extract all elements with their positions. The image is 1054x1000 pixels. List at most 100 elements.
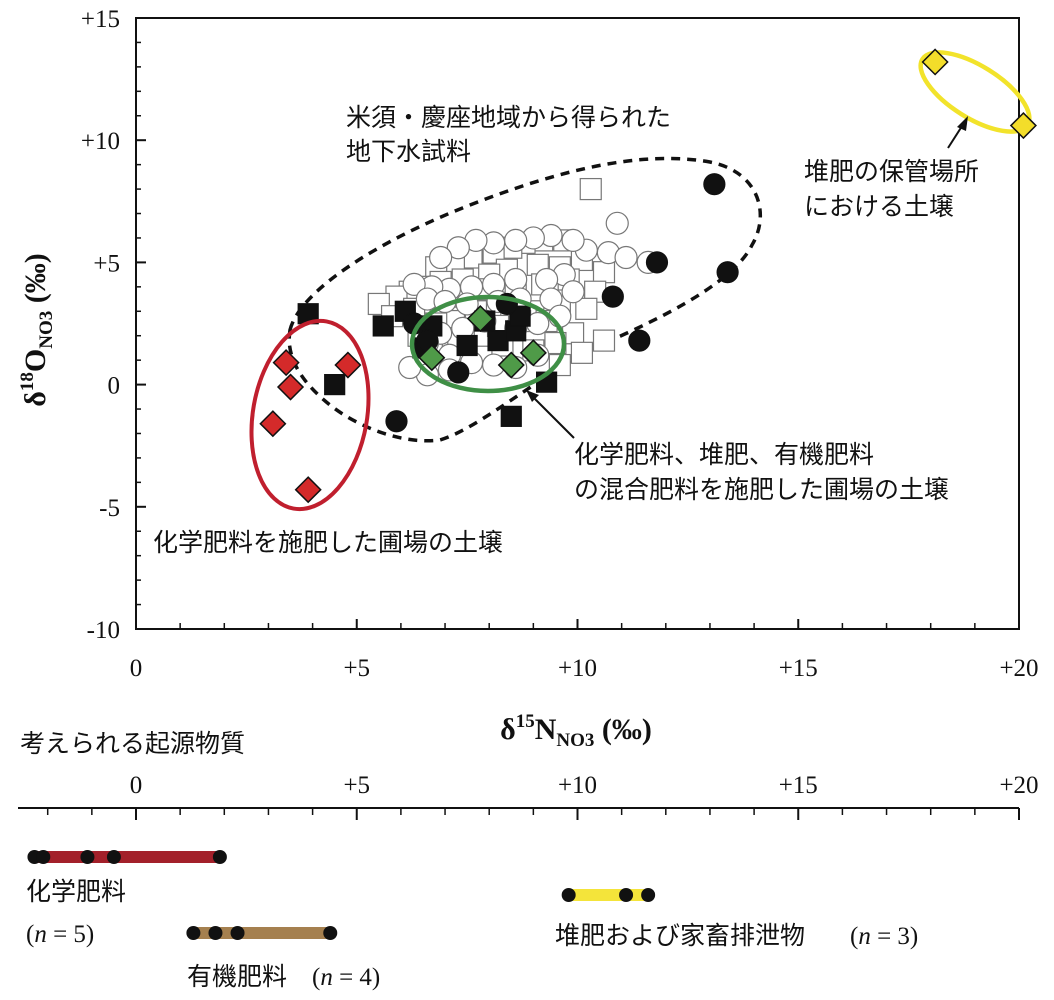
mixed-soil-point — [497, 351, 525, 379]
y-tick-label: +15 — [81, 6, 120, 33]
compost-soil-point — [921, 48, 949, 76]
x-axis-title-base: δ — [500, 713, 516, 746]
y-tick-label: -5 — [99, 495, 120, 522]
sources-tick-label: +15 — [779, 772, 818, 799]
groundwater-filled-circle-point — [716, 261, 739, 284]
groundwater-open-square-point — [579, 177, 602, 201]
source-value-dot — [212, 850, 227, 864]
sources-tick-label: 0 — [130, 772, 143, 799]
groundwater-open-circle-point — [614, 245, 638, 270]
y-tick-label: +10 — [81, 128, 120, 155]
source-value-dot — [186, 926, 201, 940]
y-axis-title-sub: NO3 — [36, 311, 57, 349]
chemical-soil-point — [294, 476, 322, 504]
groundwater-filled-circle-point — [385, 410, 408, 433]
chemical-soil-point — [272, 349, 300, 377]
groundwater-filled-square-point — [456, 334, 478, 357]
y-tick-label: 0 — [108, 373, 121, 400]
source-value-dot — [80, 850, 95, 864]
sources-title: 考えられる起源物質 — [20, 729, 245, 758]
groundwater-open-circle-point — [534, 267, 559, 292]
source-n-organic: (n = 4) — [312, 964, 380, 991]
x-tick-label: +15 — [779, 655, 818, 682]
x-axis-title-unit: (‰) — [594, 713, 651, 746]
groundwater-filled-square-point — [500, 405, 522, 427]
source-value-dot — [230, 926, 245, 940]
y-tick-label: +5 — [93, 250, 120, 277]
mixed-soil-point — [466, 305, 494, 333]
groundwater-open-square-point — [592, 329, 616, 352]
groundwater-filled-square-point — [324, 374, 346, 396]
source-value-dot — [36, 850, 51, 864]
source-label-compost: 堆肥および家畜排泄物 — [555, 921, 805, 950]
x-axis-title-main: N — [535, 713, 557, 746]
source-n-chemical: (n = 5) — [26, 921, 94, 948]
annotation-compost-line1: 堆肥の保管場所 — [804, 157, 979, 186]
source-value-dot — [619, 888, 634, 902]
groundwater-open-square-point — [570, 341, 594, 364]
source-value-dot — [641, 888, 656, 902]
groundwater-open-circle-point — [446, 236, 470, 260]
annotation-chemical-soil: 化学肥料を施肥した圃場の土壌 — [153, 528, 503, 557]
chemical-soil-point — [276, 373, 305, 401]
y-tick-label: -10 — [87, 617, 120, 644]
groundwater-filled-circle-point — [447, 361, 470, 384]
annotation-mixed-line1: 化学肥料、堆肥、有機肥料 — [574, 440, 874, 469]
groundwater-open-square-point — [592, 261, 616, 284]
x-axis-title-sub: NO3 — [556, 730, 594, 751]
source-value-dot — [106, 850, 121, 864]
mixed-soil-point — [418, 344, 446, 372]
chemical-soil-point — [334, 351, 362, 379]
groundwater-open-circle-point — [504, 267, 528, 292]
y-axis-title-sup: 18 — [17, 372, 38, 391]
y-axis-title-unit: (‰) — [19, 253, 52, 310]
annotation-groundwater-line2: 地下水試料 — [346, 137, 471, 166]
series-soil-diamonds — [259, 48, 1037, 504]
mixed-soil-ellipse — [409, 294, 567, 394]
y-axis: -10 -5 0 +5 +10 +15 — [81, 6, 146, 644]
x-axis-title: δ15NNO3 (‰) — [500, 711, 652, 751]
source-label-organic: 有機肥料 — [187, 962, 287, 991]
x-axis: 0 +5 +10 +15 +20 — [130, 619, 1039, 682]
y-axis-title-base: δ — [19, 391, 52, 407]
source-n-compost: (n = 3) — [850, 923, 918, 950]
chemical-soil-ellipse — [249, 318, 371, 512]
sources-bars — [27, 850, 656, 940]
annotation-compost-line2: における土壌 — [804, 192, 954, 221]
x-tick-label: +10 — [558, 655, 597, 682]
annotation-mixed-line2: の混合肥料を施肥した圃場の土壌 — [574, 475, 949, 504]
x-tick-label: 0 — [130, 655, 143, 682]
groundwater-open-circle-point — [561, 228, 585, 253]
source-value-dot — [208, 926, 223, 940]
groundwater-filled-circle-point — [703, 173, 726, 196]
groundwater-filled-square-point — [372, 315, 394, 337]
source-value-dot — [323, 926, 338, 940]
sources-tick-label: +10 — [558, 772, 597, 799]
groundwater-open-square-point — [575, 297, 598, 320]
source-label-chemical: 化学肥料 — [26, 877, 126, 906]
x-tick-label: +5 — [343, 655, 370, 682]
groundwater-filled-square-point — [487, 330, 509, 352]
groundwater-filled-circle-point — [645, 251, 669, 274]
source-value-dot — [561, 888, 576, 902]
compost-annotation-arrow — [947, 116, 968, 149]
compost-soil-point — [1009, 111, 1037, 140]
mixed-annotation-arrow — [526, 390, 575, 439]
y-axis-title: δ18ONO3 (‰) — [17, 253, 57, 406]
annotation-groundwater-line1: 米須・慶座地域から得られた — [346, 103, 671, 132]
y-axis-title-main: O — [19, 349, 52, 372]
groundwater-open-circle-point — [605, 211, 629, 235]
sources-tick-label: +5 — [343, 772, 370, 799]
groundwater-open-circle-point — [504, 228, 528, 253]
x-axis-title-sup: 15 — [516, 711, 535, 732]
sources-tick-label: +20 — [999, 772, 1038, 799]
groundwater-open-circle-point — [561, 280, 585, 304]
x-tick-label: +20 — [999, 655, 1038, 682]
groundwater-open-circle-point — [429, 245, 453, 270]
groundwater-filled-circle-point — [628, 329, 651, 352]
groundwater-open-circle-point — [402, 272, 426, 296]
sources-x-axis: 0 +5 +10 +15 +20 — [46, 772, 1039, 820]
groundwater-filled-circle-point — [601, 285, 624, 308]
chemical-soil-point — [259, 410, 287, 438]
